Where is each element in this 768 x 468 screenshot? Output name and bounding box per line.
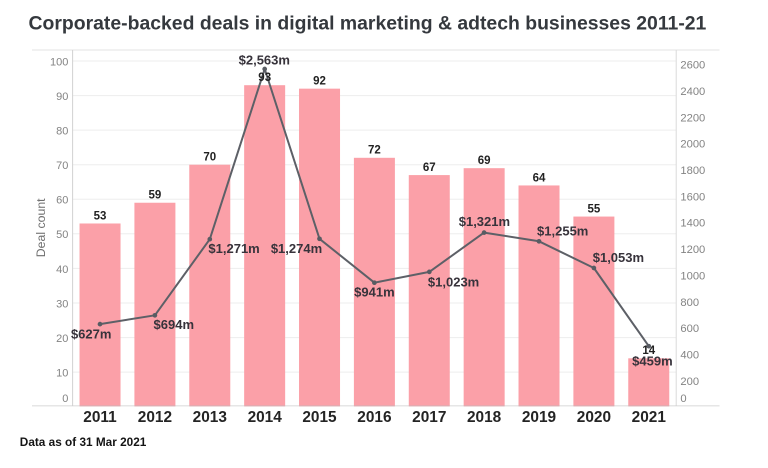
svg-text:59: 59	[149, 190, 162, 202]
svg-text:$1,255m: $1,255m	[537, 224, 588, 239]
svg-text:2020: 2020	[577, 409, 611, 426]
svg-text:2018: 2018	[467, 409, 502, 426]
svg-text:10: 10	[56, 368, 68, 380]
svg-text:$1,271m: $1,271m	[208, 241, 259, 256]
svg-text:80: 80	[56, 126, 68, 138]
svg-text:$941m: $941m	[354, 284, 394, 299]
svg-text:92: 92	[313, 76, 326, 88]
svg-text:55: 55	[588, 203, 601, 215]
svg-text:2015: 2015	[302, 409, 337, 426]
svg-text:64: 64	[533, 172, 546, 184]
svg-text:$694m: $694m	[154, 317, 194, 332]
svg-text:2019: 2019	[522, 409, 556, 426]
svg-text:69: 69	[478, 155, 491, 167]
svg-text:$1,274m: $1,274m	[271, 241, 322, 256]
svg-text:$459m: $459m	[632, 353, 672, 368]
svg-text:$1,321m: $1,321m	[459, 214, 510, 229]
svg-text:2016: 2016	[357, 409, 391, 426]
svg-text:100: 100	[50, 56, 68, 68]
svg-text:0: 0	[680, 393, 686, 405]
svg-text:67: 67	[423, 162, 436, 174]
svg-text:60: 60	[56, 195, 68, 207]
svg-text:2011: 2011	[83, 409, 117, 426]
svg-text:Data as of 31 Mar 2021: Data as of 31 Mar 2021	[20, 435, 147, 449]
svg-text:2400: 2400	[680, 86, 705, 98]
svg-text:93: 93	[258, 72, 271, 84]
svg-text:2021: 2021	[632, 409, 667, 426]
svg-text:2000: 2000	[680, 139, 705, 151]
svg-text:200: 200	[680, 376, 699, 388]
svg-text:1600: 1600	[680, 191, 705, 203]
svg-text:Deal count: Deal count	[34, 198, 48, 257]
svg-text:1400: 1400	[680, 218, 705, 230]
svg-text:400: 400	[680, 350, 699, 362]
svg-text:1000: 1000	[680, 270, 705, 282]
svg-text:2012: 2012	[138, 409, 172, 426]
svg-text:70: 70	[203, 152, 216, 164]
svg-text:14: 14	[642, 345, 655, 357]
svg-text:30: 30	[56, 298, 68, 310]
svg-text:800: 800	[680, 297, 699, 309]
svg-text:53: 53	[94, 210, 107, 222]
svg-text:600: 600	[680, 323, 699, 335]
svg-text:2600: 2600	[680, 60, 705, 72]
svg-text:1800: 1800	[680, 165, 705, 177]
svg-text:1200: 1200	[680, 244, 705, 256]
svg-text:0: 0	[62, 393, 68, 405]
svg-text:$627m: $627m	[71, 327, 111, 342]
svg-text:70: 70	[56, 160, 68, 172]
svg-text:2014: 2014	[248, 409, 283, 426]
svg-text:2013: 2013	[193, 409, 227, 426]
svg-text:2200: 2200	[680, 112, 705, 124]
svg-text:$1,053m: $1,053m	[593, 250, 644, 265]
svg-text:$2,563m: $2,563m	[239, 53, 290, 68]
svg-text:90: 90	[56, 91, 68, 103]
svg-text:20: 20	[56, 333, 68, 345]
svg-text:72: 72	[368, 145, 381, 157]
svg-text:Corporate-backed deals in digi: Corporate-backed deals in digital market…	[29, 13, 707, 35]
svg-text:50: 50	[56, 229, 68, 241]
svg-text:2017: 2017	[412, 409, 446, 426]
svg-text:40: 40	[56, 264, 68, 276]
svg-text:$1,023m: $1,023m	[428, 275, 479, 290]
